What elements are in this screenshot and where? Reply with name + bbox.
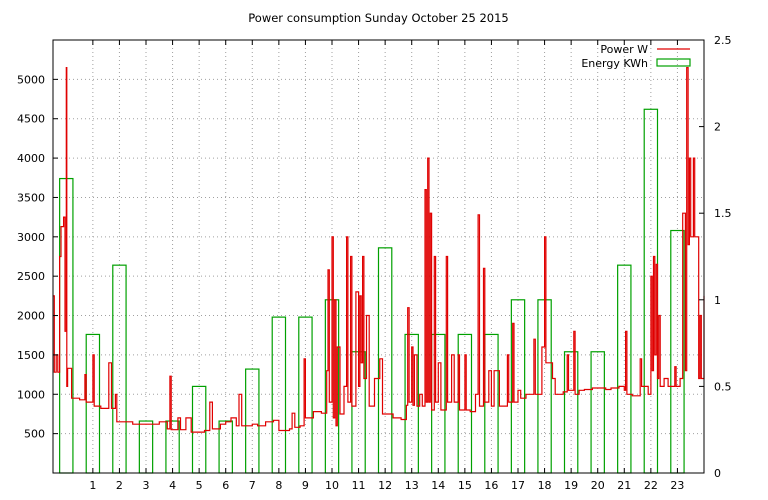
y-left-tick-label: 1000 — [17, 388, 45, 401]
x-tick-label: 12 — [378, 479, 392, 492]
x-tick-label: 5 — [196, 479, 203, 492]
legend-energy-label: Energy KWh — [581, 57, 648, 70]
y-left-tick-label: 500 — [24, 428, 45, 441]
legend-energy-swatch — [656, 58, 691, 67]
y-right-tick-label: 0.5 — [714, 380, 732, 393]
axis-ticks — [53, 39, 704, 474]
legend-power-label: Power W — [600, 43, 648, 56]
energy-bar — [510, 299, 526, 474]
x-tick-label: 9 — [302, 479, 309, 492]
x-tick-label: 4 — [169, 479, 176, 492]
energy-bars — [59, 108, 685, 474]
y-left-tick-label: 2000 — [17, 310, 45, 323]
x-tick-label: 1 — [89, 479, 96, 492]
power-line-layer — [53, 67, 705, 433]
x-tick-label: 13 — [405, 479, 419, 492]
x-tick-label: 3 — [143, 479, 150, 492]
y-left-tick-label: 4000 — [17, 152, 45, 165]
x-tick-label: 21 — [617, 479, 631, 492]
y-right-tick-label: 2.5 — [714, 34, 732, 47]
x-tick-label: 22 — [644, 479, 658, 492]
x-tick-label: 6 — [222, 479, 229, 492]
y-left-tick-label: 1500 — [17, 349, 45, 362]
y-right-tick-label: 2 — [714, 121, 721, 134]
power-line — [53, 67, 705, 433]
x-tick-label: 18 — [538, 479, 552, 492]
y-left-tick-label: 3000 — [17, 231, 45, 244]
x-tick-label: 16 — [484, 479, 498, 492]
y-left-tick-label: 4500 — [17, 113, 45, 126]
y-left-tick-label: 2500 — [17, 270, 45, 283]
x-tick-label: 15 — [458, 479, 472, 492]
y-left-tick-label: 3500 — [17, 191, 45, 204]
tick-labels: 1 2 3 4 5 6 7 8 9 10 11 12 13 14 15 16 17 18 19 20 21 22 23500… — [17, 34, 732, 492]
legend: Power W Energy KWh — [581, 43, 691, 70]
y-right-tick-label: 1 — [714, 294, 721, 307]
x-tick-label: 2 — [116, 479, 123, 492]
x-tick-label: 7 — [249, 479, 256, 492]
x-tick-label: 14 — [431, 479, 445, 492]
x-tick-label: 8 — [275, 479, 282, 492]
x-tick-label: 10 — [325, 479, 339, 492]
y-right-tick-label: 0 — [714, 467, 721, 480]
x-tick-label: 20 — [591, 479, 605, 492]
x-tick-label: 19 — [564, 479, 578, 492]
plot-frame — [52, 39, 705, 474]
x-tick-label: 23 — [670, 479, 684, 492]
x-tick-label: 11 — [352, 479, 366, 492]
y-left-tick-label: 5000 — [17, 73, 45, 86]
x-tick-label: 17 — [511, 479, 525, 492]
chart-title: Power consumption Sunday October 25 2015 — [248, 11, 508, 25]
y-right-tick-label: 1.5 — [714, 207, 732, 220]
